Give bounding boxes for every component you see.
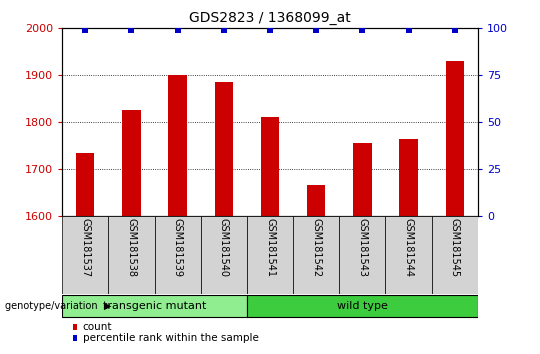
- Text: genotype/variation  ▶: genotype/variation ▶: [5, 301, 112, 311]
- Text: GSM181545: GSM181545: [450, 218, 460, 278]
- Point: [450, 27, 459, 33]
- Bar: [339, 216, 386, 294]
- Text: GDS2823 / 1368099_at: GDS2823 / 1368099_at: [189, 11, 351, 25]
- Bar: [214, 82, 233, 216]
- Bar: [431, 216, 478, 294]
- Point: [127, 27, 136, 33]
- Text: GSM181543: GSM181543: [357, 218, 367, 277]
- Bar: [109, 216, 154, 294]
- Bar: [76, 153, 94, 216]
- Point: [219, 27, 228, 33]
- Point: [266, 27, 274, 33]
- Bar: [386, 216, 431, 294]
- Text: GSM181541: GSM181541: [265, 218, 275, 277]
- Text: percentile rank within the sample: percentile rank within the sample: [83, 333, 259, 343]
- Text: count: count: [83, 322, 112, 332]
- Bar: [247, 216, 293, 294]
- Text: transgenic mutant: transgenic mutant: [103, 301, 206, 311]
- Text: GSM181539: GSM181539: [173, 218, 183, 277]
- Text: wild type: wild type: [337, 301, 388, 311]
- Bar: [400, 139, 418, 216]
- Bar: [247, 295, 478, 318]
- Text: GSM181540: GSM181540: [219, 218, 229, 277]
- Text: GSM181537: GSM181537: [80, 218, 90, 278]
- Text: GSM181542: GSM181542: [311, 218, 321, 278]
- Text: GSM181538: GSM181538: [126, 218, 137, 277]
- Bar: [168, 75, 187, 216]
- Point: [358, 27, 367, 33]
- Bar: [62, 216, 109, 294]
- Point: [173, 27, 182, 33]
- Point: [312, 27, 321, 33]
- Point: [404, 27, 413, 33]
- Bar: [446, 61, 464, 216]
- Bar: [307, 185, 326, 216]
- Bar: [261, 118, 279, 216]
- Text: GSM181544: GSM181544: [403, 218, 414, 277]
- Bar: [201, 216, 247, 294]
- Bar: [353, 143, 372, 216]
- Bar: [62, 295, 247, 318]
- Bar: [154, 216, 201, 294]
- Point: [81, 27, 90, 33]
- Bar: [293, 216, 339, 294]
- Bar: [122, 110, 140, 216]
